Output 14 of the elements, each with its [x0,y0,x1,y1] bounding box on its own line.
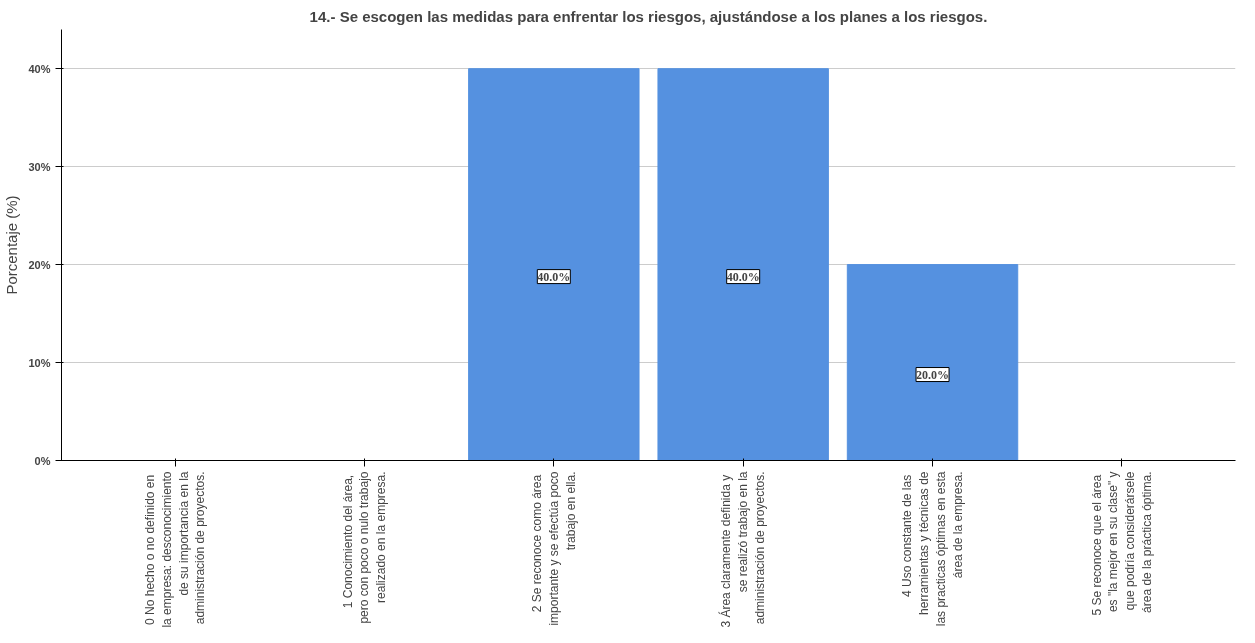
y-axis-title: Porcentaje (%) [3,195,21,295]
x-tick-label: 4 Uso constante de las herramientas y técnicas de las practicas óptimas en esta área de la empresa. [900,471,965,627]
y-tick-label: 20% [28,258,51,271]
data-label: 40.0% [726,269,760,284]
y-tick-label: 30% [28,160,51,173]
x-tick-label: 1 Conocimiento del área, pero con poco o nulo trabajo realizado en la empresa. [340,471,389,624]
x-tick-label: 3 Área claramente definida y se realizó trabajo en la administración de proyectos. [718,471,767,628]
x-tick-label: 2 Se reconoce como área importante y se efectúa poco trabajo en ella. [530,471,578,626]
y-tick-label: 0% [34,454,51,467]
chart-title: 14.- Se escogen las medidas para enfrentar los riesgos, ajustándose a los planes a los riesgos. [309,7,988,25]
y-tick-label: 10% [28,356,51,369]
y-tick-label: 40% [28,62,51,75]
x-tick-label: 0 No hecho o no definido en la empresa: desconocimiento de su importancia en la administración de proyectos. [142,471,208,628]
x-tick-label: 5 Se reconoce que el área es "la mejor en su clase" y que podría considerársele área de la práctica óptima. [1089,471,1155,616]
